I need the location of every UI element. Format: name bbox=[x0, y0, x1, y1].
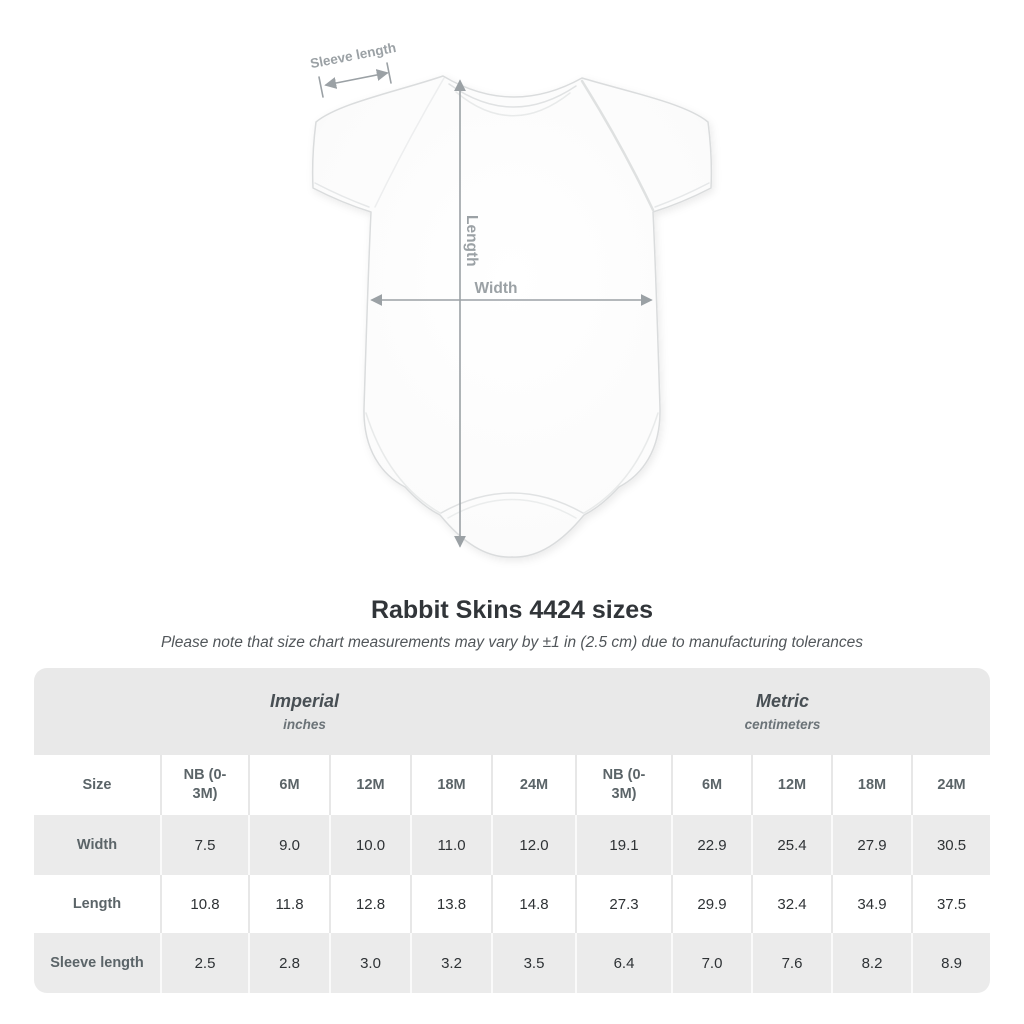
imperial-unit: inches bbox=[283, 717, 326, 732]
column-header-18m-metric: 18M bbox=[831, 755, 912, 815]
size-table: Imperial inches Metric centimeters Size … bbox=[34, 668, 991, 993]
sleeve-length-arrow bbox=[324, 69, 389, 89]
bodysuit-outline bbox=[311, 75, 713, 558]
table-cell: 9.0 bbox=[248, 815, 329, 875]
column-header-row: Size NB (0-3M) 6M 12M 18M 24M NB (0-3M) … bbox=[34, 755, 991, 815]
table-cell: 11.8 bbox=[248, 875, 329, 933]
bodysuit-illustration bbox=[311, 75, 713, 558]
table-row-sleeve-length: Sleeve length 2.5 2.8 3.0 3.2 3.5 6.4 7.… bbox=[34, 933, 991, 993]
table-cell: 27.3 bbox=[575, 875, 671, 933]
right-sleeve-hem bbox=[654, 182, 710, 208]
table-cell: 13.8 bbox=[410, 875, 491, 933]
table-cell: 29.9 bbox=[671, 875, 751, 933]
table-cell: 14.8 bbox=[491, 875, 575, 933]
measurement-annotations bbox=[318, 62, 653, 548]
metric-label: Metric bbox=[756, 691, 810, 711]
left-leg-binding bbox=[365, 412, 441, 514]
table-cell: 3.2 bbox=[410, 933, 491, 993]
table-cell: 3.0 bbox=[329, 933, 410, 993]
table-cell: 12.0 bbox=[491, 815, 575, 875]
table-cell: 8.2 bbox=[831, 933, 911, 993]
width-label: Width bbox=[475, 280, 518, 297]
sleeve-arrow-left-tick bbox=[318, 76, 324, 98]
table-cell: 27.9 bbox=[831, 815, 911, 875]
sleeve-arrow-right-tick bbox=[386, 62, 392, 84]
metric-unit: centimeters bbox=[744, 717, 821, 732]
column-header-nb-metric: NB (0-3M) bbox=[575, 755, 672, 815]
collar-inner-line bbox=[455, 91, 571, 117]
row-label-length: Length bbox=[72, 896, 122, 912]
row-label-sleeve-length: Sleeve length bbox=[50, 955, 144, 971]
bodysuit-diagram: Sleeve length Length Width bbox=[309, 40, 713, 558]
size-column-header: Size bbox=[34, 755, 160, 815]
metric-group-header: Metric centimeters bbox=[575, 668, 991, 755]
table-cell: 6.4 bbox=[575, 933, 671, 993]
right-lap-seam bbox=[580, 79, 655, 212]
column-header-12m-imperial: 12M bbox=[329, 755, 410, 815]
column-header-24m-metric: 24M bbox=[911, 755, 991, 815]
table-cell: 10.0 bbox=[329, 815, 410, 875]
imperial-group-header: Imperial inches bbox=[34, 668, 576, 755]
length-label: Length bbox=[463, 215, 480, 267]
table-cell: 32.4 bbox=[751, 875, 831, 933]
column-header-6m-metric: 6M bbox=[671, 755, 752, 815]
column-header-24m-imperial: 24M bbox=[491, 755, 576, 815]
column-header-12m-metric: 12M bbox=[751, 755, 832, 815]
column-header-nb-imperial: NB (0-3M) bbox=[160, 755, 248, 815]
table-row-length: Length 10.8 11.8 12.8 13.8 14.8 27.3 29.… bbox=[34, 875, 991, 933]
table-cell: 10.8 bbox=[160, 875, 248, 933]
table-cell: 7.0 bbox=[671, 933, 751, 993]
sleeve-length-label: Sleeve length bbox=[309, 40, 397, 71]
table-cell: 7.5 bbox=[160, 815, 248, 875]
page-title: Rabbit Skins 4424 sizes bbox=[370, 596, 654, 624]
table-cell: 30.5 bbox=[911, 815, 990, 875]
table-cell: 11.0 bbox=[410, 815, 491, 875]
table-cell: 19.1 bbox=[575, 815, 671, 875]
table-row-width: Width 7.5 9.0 10.0 11.0 12.0 19.1 22.9 2… bbox=[34, 815, 991, 875]
table-cell: 8.9 bbox=[911, 933, 990, 993]
table-cell: 34.9 bbox=[831, 875, 911, 933]
table-cell: 3.5 bbox=[491, 933, 575, 993]
imperial-label: Imperial bbox=[270, 691, 340, 711]
table-cell: 2.8 bbox=[248, 933, 329, 993]
table-cell: 12.8 bbox=[329, 875, 410, 933]
table-cell: 7.6 bbox=[751, 933, 831, 993]
unit-group-row: Imperial inches Metric centimeters bbox=[34, 668, 991, 755]
column-header-6m-imperial: 6M bbox=[248, 755, 329, 815]
right-leg-binding bbox=[583, 412, 659, 514]
column-header-18m-imperial: 18M bbox=[410, 755, 491, 815]
table-cell: 37.5 bbox=[911, 875, 990, 933]
left-sleeve-hem bbox=[314, 182, 370, 208]
table-cell: 25.4 bbox=[751, 815, 831, 875]
left-lap-seam bbox=[374, 77, 445, 208]
row-label-width: Width bbox=[76, 837, 118, 853]
tolerance-note: Please note that size chart measurements… bbox=[160, 634, 864, 651]
table-cell: 2.5 bbox=[160, 933, 248, 993]
table-cell: 22.9 bbox=[671, 815, 751, 875]
